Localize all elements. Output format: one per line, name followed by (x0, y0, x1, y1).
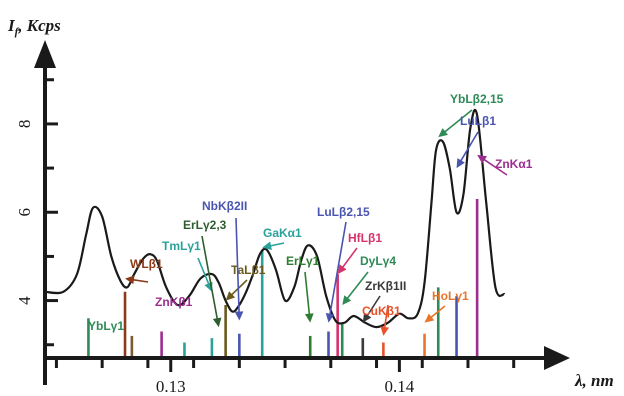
annotation-arrow-17 (481, 157, 508, 176)
annotation-label-7: GaKα1 (263, 226, 302, 240)
annotation-label-3: TmLγ1 (162, 239, 201, 253)
y-tick-label-2: 8 (15, 120, 34, 128)
annotation-arrowhead-6 (234, 311, 244, 321)
annotation-arrow-11 (345, 271, 369, 301)
x-axis-arrow (544, 346, 570, 370)
annotation-arrowhead-8 (304, 313, 314, 323)
annotation-arrowhead-14 (424, 313, 435, 323)
annotation-label-11: DyLγ4 (360, 254, 396, 268)
annotation-arrowhead-13 (380, 326, 390, 336)
annotation-arrow-4 (201, 235, 219, 322)
axes (34, 40, 570, 385)
annotation-arrow-12 (365, 295, 381, 319)
annotation-arrowhead-4 (212, 317, 222, 328)
annotations: YbLγ1 WLβ1 ZnKβ1 TmLγ1 ErLγ2,3 TaLβ1 NbKβ2II Ga… (88, 92, 533, 336)
annotation-6: NbKβ2II (202, 199, 247, 321)
annotation-3: TmLγ1 (162, 239, 213, 292)
annotation-arrowhead-7 (262, 241, 272, 250)
annotation-arrowhead-17 (477, 154, 488, 164)
y-axis-label-sub: f (15, 26, 20, 38)
annotation-arrow-9 (328, 221, 347, 317)
annotation-label-6: NbKβ2II (202, 199, 247, 213)
annotation-label-16: LuLβ1 (460, 114, 496, 128)
annotation-arrow-14 (428, 305, 446, 320)
emission-lines (87, 199, 479, 356)
annotation-label-13: CuKβ1 (362, 304, 401, 318)
annotation-label-0: YbLγ1 (88, 319, 124, 333)
x-tick-label-1: 0.14 (385, 377, 415, 396)
annotation-arrow-8 (304, 271, 311, 317)
y-tick-label-1: 6 (15, 208, 34, 217)
annotation-13: CuKβ1 (362, 304, 401, 336)
spectrum-curve (44, 108, 506, 329)
annotation-arrowhead-5 (225, 291, 236, 301)
annotation-label-9: LuLβ2,15 (317, 205, 370, 219)
annotation-label-4: ErLγ2,3 (183, 218, 227, 232)
annotation-10: HfLβ1 (337, 231, 382, 275)
annotation-arrowhead-12 (362, 312, 372, 323)
annotation-arrow-3 (197, 257, 211, 287)
y-axis-label-main: I (7, 16, 16, 35)
annotation-arrowhead-15 (438, 128, 448, 138)
annotation-arrow-10 (340, 247, 358, 270)
annotation-8: ErLγ1 (286, 254, 320, 323)
annotation-label-15: YbLβ2,15 (450, 92, 504, 106)
y-axis-arrow (34, 40, 56, 68)
annotation-2: ZnKβ1 (155, 295, 193, 309)
ticks (45, 78, 516, 372)
annotation-label-8: ErLγ1 (286, 254, 320, 268)
annotation-label-2: ZnKβ1 (155, 295, 193, 309)
annotation-label-1: WLβ1 (130, 257, 163, 271)
y-axis-label-rest: , Kcps (17, 16, 61, 35)
annotation-label-17: ZnKα1 (495, 157, 533, 171)
annotation-16: LuLβ1 (456, 114, 496, 169)
annotation-9: LuLβ2,15 (317, 205, 370, 323)
annotation-14: HoLγ1 (424, 289, 469, 323)
annotation-4: ErLγ2,3 (183, 218, 227, 328)
y-tick-label-0: 4 (15, 296, 34, 305)
annotation-arrow-15 (442, 109, 473, 135)
annotation-12: ZrKβ1II (362, 279, 406, 323)
annotation-0: YbLγ1 (88, 319, 124, 333)
annotation-label-5: TaLβ1 (231, 263, 266, 277)
annotation-15: YbLβ2,15 (438, 92, 504, 138)
x-tick-label-0: 0.13 (156, 377, 186, 396)
y-axis-label: If, Kcps (7, 16, 61, 38)
tick-labels: 4 6 8 0.13 0.14 (15, 120, 415, 396)
annotation-arrowhead-10 (337, 264, 347, 275)
annotation-arrowhead-11 (342, 295, 352, 305)
annotation-label-12: ZrKβ1II (365, 279, 406, 293)
annotation-arrowhead-9 (325, 313, 335, 323)
annotation-17: ZnKα1 (477, 154, 533, 176)
annotation-arrow-13 (383, 304, 389, 331)
annotation-label-10: HfLβ1 (348, 231, 382, 245)
annotation-label-14: HoLγ1 (432, 289, 469, 303)
annotation-arrow-6 (235, 217, 240, 315)
annotation-11: DyLγ4 (342, 254, 396, 305)
annotation-7: GaKα1 (262, 226, 302, 250)
annotation-arrowhead-16 (456, 158, 465, 169)
annotation-arrow-16 (458, 131, 479, 164)
x-axis-label: λ, nm (574, 371, 614, 390)
annotation-1: WLβ1 (125, 257, 163, 285)
annotation-5: TaLβ1 (225, 263, 266, 301)
annotation-arrowhead-1 (125, 275, 135, 285)
